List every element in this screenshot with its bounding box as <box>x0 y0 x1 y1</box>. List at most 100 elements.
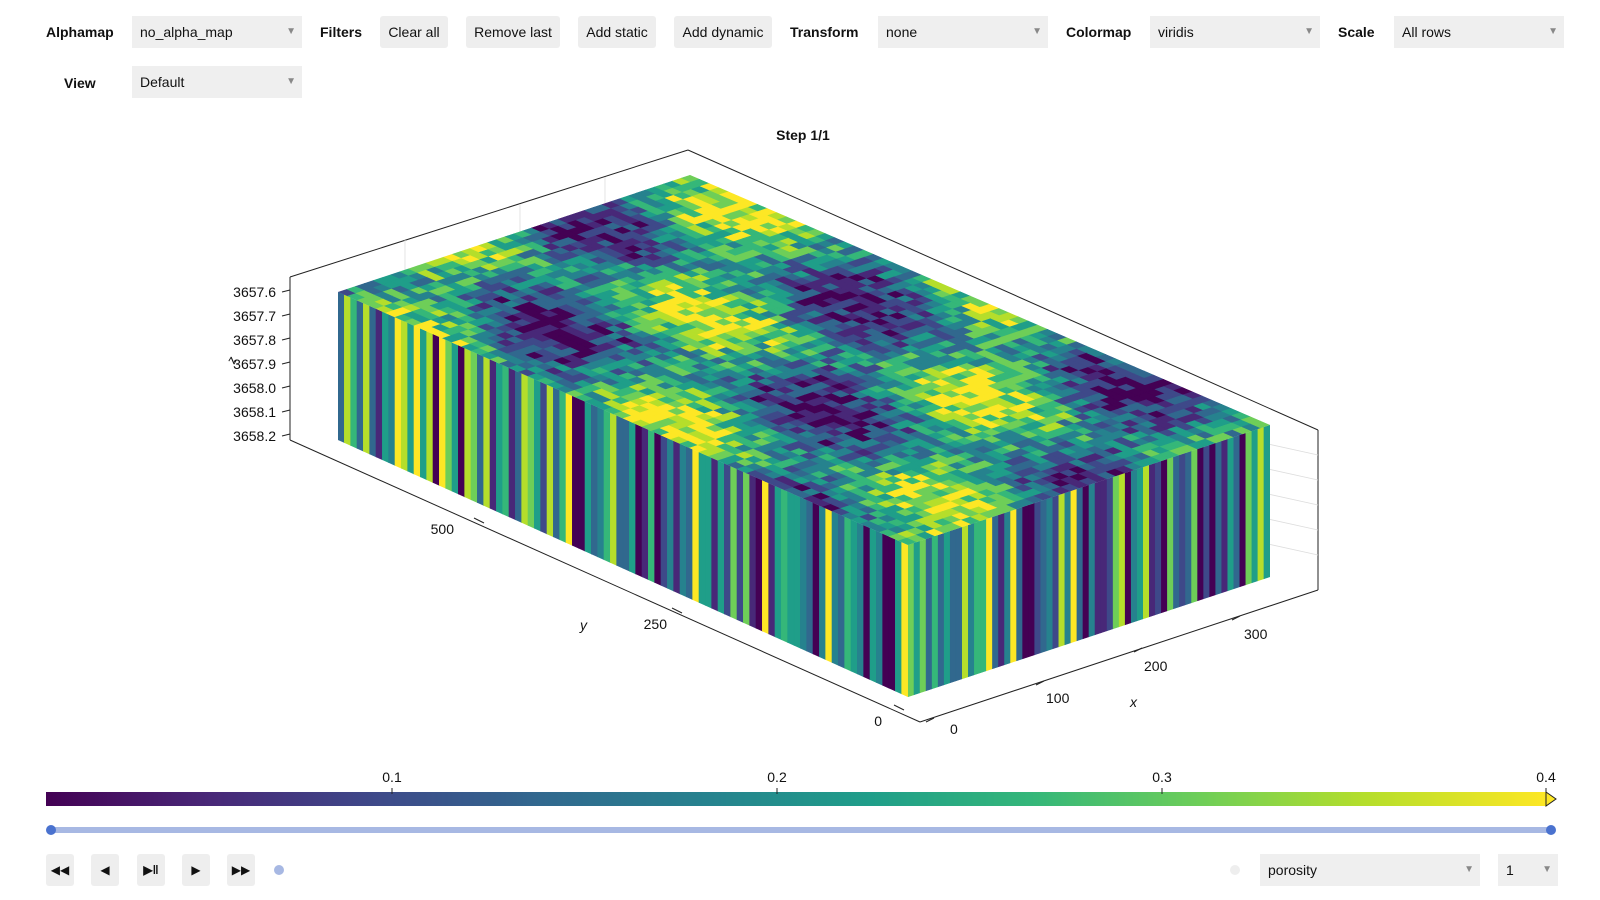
voxel-cell <box>1004 510 1011 666</box>
voxel-cell <box>1203 444 1210 600</box>
chevron-down-icon: ▼ <box>1548 26 1558 37</box>
voxel-cell <box>955 526 963 682</box>
voxel-cell <box>1136 466 1144 622</box>
voxel-cell <box>540 381 548 538</box>
y-axis-label: y <box>579 617 588 633</box>
voxel-cell <box>949 528 957 684</box>
scale-select[interactable]: All rows ▼ <box>1394 16 1564 48</box>
voxel-cell <box>844 516 852 673</box>
voxel-cell <box>1106 476 1114 632</box>
voxel-cell <box>908 542 915 697</box>
filters-label: Filters <box>320 24 363 40</box>
voxel-cell <box>616 415 624 571</box>
voxel-cell <box>1221 438 1229 594</box>
range-slider-end-handle[interactable] <box>1546 825 1556 835</box>
variable-select[interactable]: porosity ▼ <box>1260 854 1480 886</box>
voxel-cell <box>483 356 491 512</box>
add-static-button[interactable]: Add static <box>578 16 656 48</box>
voxel-cell <box>974 520 981 676</box>
step-slider-handle[interactable] <box>274 865 284 875</box>
fast-forward-icon[interactable]: ▶▶ <box>227 854 255 886</box>
add-dynamic-button[interactable]: Add dynamic <box>674 16 772 48</box>
voxel-cell <box>998 512 1005 668</box>
voxel-cell <box>943 530 951 686</box>
voxel-cell <box>724 463 731 619</box>
voxel-cell <box>1227 436 1235 592</box>
voxel-cell <box>1233 434 1241 590</box>
voxel-cell <box>692 448 700 605</box>
z-tick-label: 3657.8 <box>233 332 276 348</box>
voxel-cell <box>660 434 668 591</box>
voxel-cell <box>1239 432 1247 588</box>
z-tick-label: 3657.6 <box>233 284 276 300</box>
voxel-cell <box>458 344 465 501</box>
voxel-cell <box>705 454 712 611</box>
voxel-cell <box>937 532 945 688</box>
voxel-cell <box>888 536 896 692</box>
voxel-cell <box>1112 474 1120 630</box>
step-back-icon[interactable]: ◀ <box>91 854 119 886</box>
voxel-cell <box>787 491 795 647</box>
scale-value: All rows <box>1402 24 1452 40</box>
voxel-cell <box>534 378 541 535</box>
voxel-cell <box>1052 494 1060 650</box>
transform-select[interactable]: none ▼ <box>878 16 1048 48</box>
voxel-cell <box>961 524 969 680</box>
voxel-cell <box>1016 506 1023 662</box>
voxel-cell <box>464 347 472 504</box>
voxel-cell <box>686 446 693 602</box>
plot-scene[interactable]: Step 1/1 3657.63657.73657.83657.93658.03… <box>0 0 1600 760</box>
voxel-cell <box>901 541 908 697</box>
x-tick-300: 300 <box>1244 626 1268 642</box>
view-select[interactable]: Default ▼ <box>132 66 302 98</box>
colorbar-tick-0.1: 0.1 <box>382 769 402 785</box>
voxel-cell <box>863 524 871 681</box>
range-slider[interactable] <box>46 823 1556 837</box>
voxel-cell <box>546 384 554 541</box>
voxel-cell <box>641 426 649 583</box>
voxel-cell <box>774 485 782 642</box>
voxel-cell <box>477 353 484 510</box>
view-value: Default <box>140 74 185 90</box>
scale-label: Scale <box>1338 24 1375 40</box>
voxel-cell <box>980 518 987 674</box>
voxel-cell <box>743 471 750 628</box>
voxel-cell <box>986 516 993 672</box>
play-icon[interactable]: ▶ <box>182 854 210 886</box>
voxel-cell <box>445 339 453 496</box>
view-label: View <box>64 75 96 91</box>
voxel-cell <box>1251 428 1259 584</box>
voxel-cell <box>350 297 358 453</box>
colormap-select[interactable]: viridis ▼ <box>1150 16 1320 48</box>
voxel-cell <box>673 440 681 597</box>
voxel-cell <box>394 316 402 473</box>
plot-title: Step 1/1 <box>776 127 830 143</box>
remove-last-button[interactable]: Remove last <box>466 16 560 48</box>
voxel-cell <box>698 451 706 608</box>
voxel-cell <box>426 330 434 487</box>
alphamap-select[interactable]: no_alpha_map ▼ <box>132 16 302 48</box>
voxel-cell <box>1143 464 1150 620</box>
chevron-down-icon: ▼ <box>1304 26 1314 37</box>
voxel-cell <box>527 375 535 532</box>
voxel-cell <box>1191 448 1198 604</box>
range-slider-start-handle[interactable] <box>46 825 56 835</box>
voxel-cell <box>1034 500 1042 656</box>
step-select[interactable]: 1 ▼ <box>1498 854 1558 886</box>
voxel-cell <box>648 429 655 586</box>
rewind-icon[interactable]: ◀◀ <box>46 854 74 886</box>
clear-all-button[interactable]: Clear all <box>380 16 448 48</box>
colorbar-panel: 0.1 0.2 0.3 0.4 <box>46 769 1557 807</box>
variable-toggle[interactable] <box>1230 865 1240 875</box>
voxel-cell <box>1070 488 1078 644</box>
voxel-cell <box>578 398 586 555</box>
voxel-cell <box>502 364 510 521</box>
volume-front-right-face <box>908 425 1270 697</box>
voxel-cell <box>553 387 560 543</box>
z-tick-mark <box>281 361 291 365</box>
chevron-down-icon: ▼ <box>1542 864 1552 875</box>
colormap-value: viridis <box>1158 24 1194 40</box>
voxel-cell <box>711 457 719 614</box>
play-pause-icon[interactable]: ▶‖ <box>137 854 165 886</box>
alphamap-value: no_alpha_map <box>140 24 233 40</box>
